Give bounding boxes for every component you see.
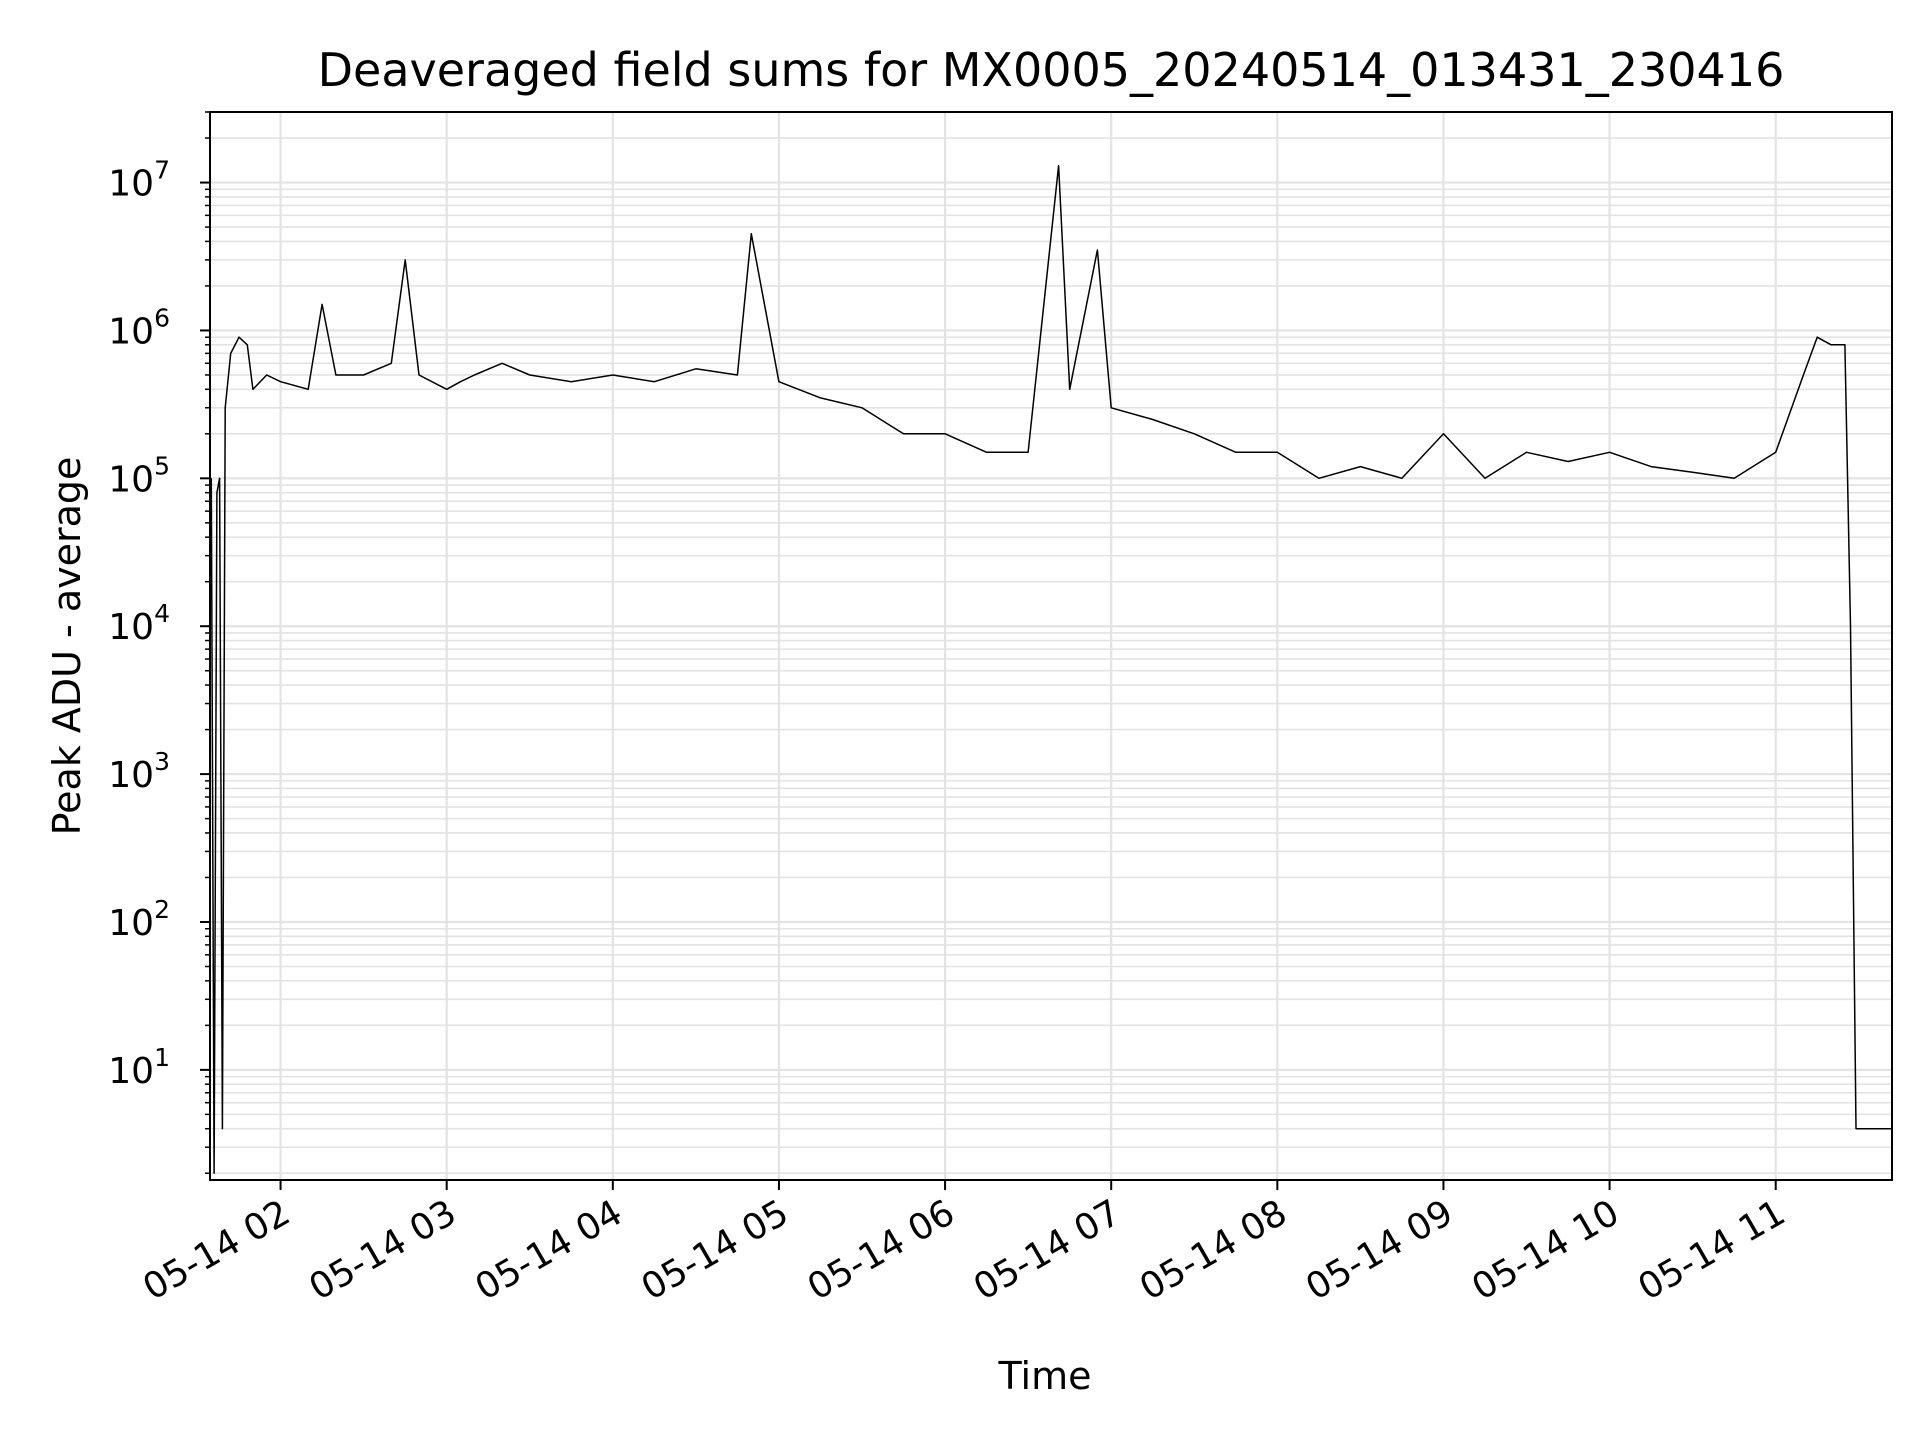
y-tick-exponent: 1 <box>154 1043 170 1072</box>
series-line <box>210 164 1892 1174</box>
x-tick-label: 05-14 05 <box>635 1192 796 1308</box>
y-tick-base: 10 <box>108 164 154 205</box>
y-tick-exponent: 2 <box>154 895 170 924</box>
y-tick-base: 10 <box>108 311 154 352</box>
y-tick-label: 107 <box>108 156 170 205</box>
x-tick-label: 05-14 02 <box>136 1192 297 1308</box>
y-tick-base: 10 <box>108 1051 154 1092</box>
y-tick-label: 103 <box>108 747 170 796</box>
x-tick-label: 05-14 07 <box>967 1192 1128 1308</box>
x-tick-label: 05-14 04 <box>469 1192 630 1308</box>
x-axis-label: Time <box>998 1354 1092 1398</box>
plot-area <box>210 164 1892 1174</box>
y-tick-label: 106 <box>108 303 170 352</box>
x-tick-label: 05-14 09 <box>1299 1192 1460 1308</box>
y-tick-exponent: 6 <box>154 303 170 332</box>
y-tick-label: 102 <box>108 895 170 944</box>
x-axis: 05-14 02 05-14 03 05-14 04 05-14 05 05-14 06… <box>136 1180 1792 1309</box>
y-tick-base: 10 <box>108 607 154 648</box>
y-tick-base: 10 <box>108 903 154 944</box>
x-tick-label: 05-14 10 <box>1465 1192 1626 1308</box>
y-tick-exponent: 4 <box>154 599 170 628</box>
y-axis-label: Peak ADU - average <box>45 457 89 836</box>
y-tick-exponent: 5 <box>154 451 170 480</box>
y-tick-exponent: 7 <box>154 156 170 185</box>
x-tick-label: 05-14 03 <box>303 1192 464 1308</box>
plot-frame <box>209 111 1893 1181</box>
x-tick-label: 05-14 11 <box>1632 1192 1793 1308</box>
y-tick-exponent: 3 <box>154 747 170 776</box>
y-tick-label: 104 <box>108 599 170 648</box>
y-tick-label: 105 <box>108 451 170 500</box>
x-tick-label: 05-14 06 <box>801 1192 962 1308</box>
y-tick-label: 101 <box>108 1043 170 1092</box>
y-tick-base: 10 <box>108 755 154 796</box>
grid <box>210 111 1892 1180</box>
x-tick-label: 05-14 08 <box>1133 1192 1294 1308</box>
y-tick-base: 10 <box>108 459 154 500</box>
chart-title: Deaveraged field sums for MX0005_2024051… <box>318 43 1785 97</box>
